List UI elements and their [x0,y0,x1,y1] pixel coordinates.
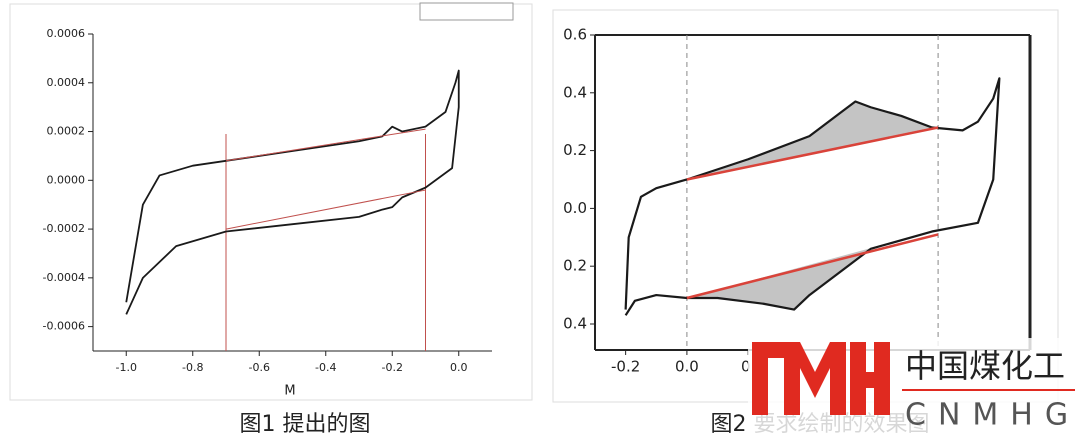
x-tick-label: -1.0 [116,361,137,374]
y-tick-label: 0.2 [563,257,587,275]
x-axis-label: M [284,384,295,399]
x-tick-label: -0.2 [382,361,403,374]
y-tick-label: 0.6 [563,26,587,44]
fit-line [225,128,426,162]
caption: 图1 提出的图 [240,412,371,437]
logo-name: 中国煤化工 [905,347,1065,385]
y-tick-label: -0.0006 [43,320,85,333]
panel-frame [9,3,533,401]
fit-line [225,189,426,230]
y-tick-label: 0.2 [563,141,587,159]
y-tick-label: 0.0002 [47,125,86,138]
x-tick-label: -0.4 [315,361,336,374]
y-tick-label: -0.0004 [43,271,85,284]
y-tick-label: 0.4 [563,83,587,101]
y-tick-label: 0.0 [563,199,587,217]
y-tick-label: 0.0004 [47,76,86,89]
x-tick-label: -0.8 [182,361,203,374]
y-tick-label: -0.0002 [43,222,85,235]
logo-code: CNMHG [905,398,1080,433]
cv-curve [125,69,460,315]
cv-curve [624,77,1001,316]
logo-m [752,342,846,415]
x-tick-label: -0.2 [611,358,640,376]
fit-line [686,126,939,181]
x-tick-label: -0.6 [249,361,270,374]
x-tick-label: 0.0 [675,358,699,376]
legend-box [419,2,514,21]
y-tick-label: 0.0000 [47,173,86,186]
x-tick-label: 0.0 [450,361,468,374]
logo: 中国煤化工 CNMHG [748,338,1080,442]
fit-line [686,233,939,300]
y-tick-label: 0.4 [563,314,587,332]
logo-h [850,342,890,415]
y-tick-label: 0.0006 [47,27,86,40]
shaded-area [686,231,932,310]
